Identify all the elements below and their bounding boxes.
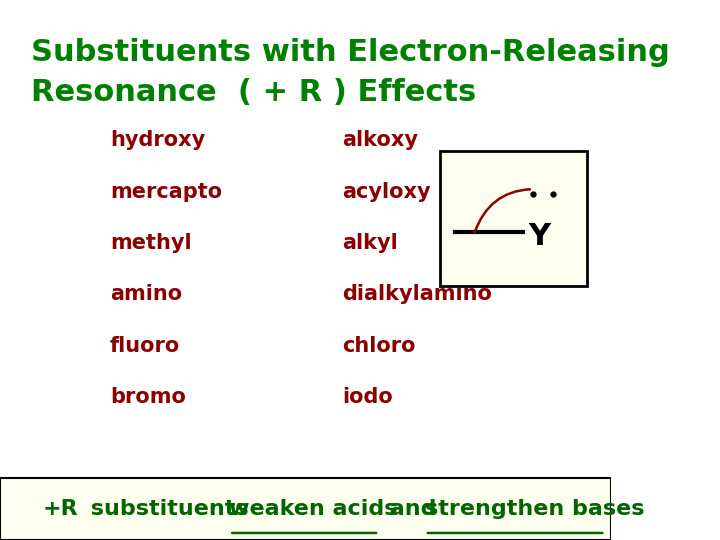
Text: Resonance  ( + R ) Effects: Resonance ( + R ) Effects [30,78,476,107]
FancyBboxPatch shape [0,478,611,540]
Text: alkyl: alkyl [342,233,398,253]
Text: alkoxy: alkoxy [342,130,418,151]
Text: methyl: methyl [110,233,192,253]
Text: amino: amino [110,284,182,305]
Text: mercapto: mercapto [110,181,222,202]
Text: +R: +R [42,499,78,519]
Text: substituents: substituents [83,499,256,519]
Text: strengthen bases: strengthen bases [425,499,644,519]
Text: fluoro: fluoro [110,335,180,356]
Text: iodo: iodo [342,387,393,407]
Text: Y: Y [528,222,551,251]
Text: and: and [382,499,444,519]
Text: dialkylamino: dialkylamino [342,284,492,305]
FancyBboxPatch shape [440,151,587,286]
Text: acyloxy: acyloxy [342,181,431,202]
Text: weaken acids: weaken acids [229,499,397,519]
Text: Substituents with Electron-Releasing: Substituents with Electron-Releasing [30,38,670,67]
Text: hydroxy: hydroxy [110,130,205,151]
Text: bromo: bromo [110,387,186,407]
FancyArrowPatch shape [474,190,530,232]
Text: chloro: chloro [342,335,416,356]
